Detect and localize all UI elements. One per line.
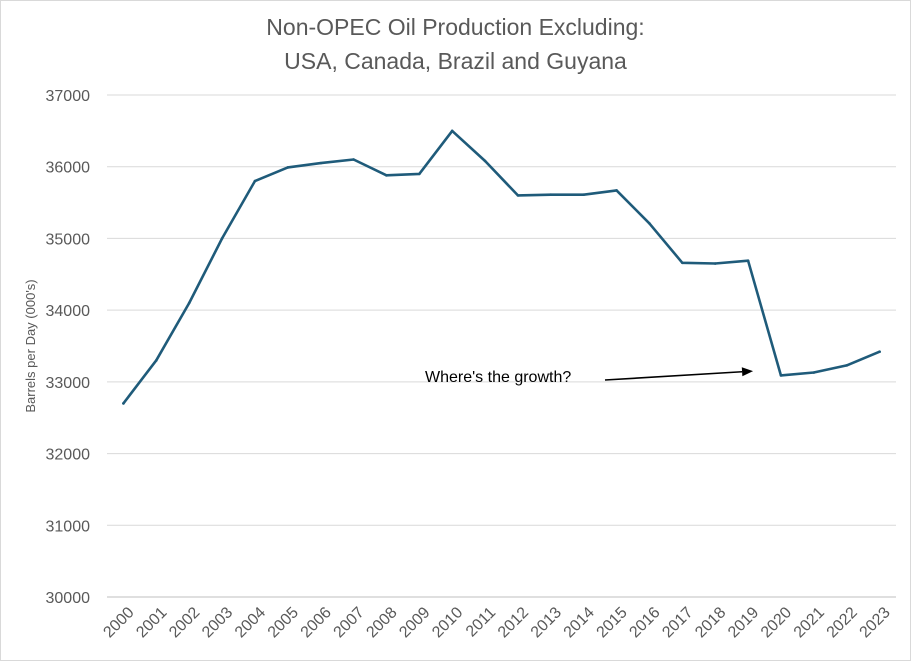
x-tick-label: 2017	[659, 604, 696, 641]
x-tick-label: 2000	[100, 604, 137, 641]
annotation-arrow	[604, 370, 743, 381]
y-tick-label: 36000	[46, 160, 91, 177]
y-tick-label: 37000	[46, 88, 91, 105]
x-tick-label: 2003	[199, 604, 236, 641]
x-tick-label: 2008	[363, 604, 400, 641]
data-point	[483, 159, 487, 163]
x-tick-label: 2020	[758, 604, 795, 641]
data-point	[122, 402, 125, 405]
chart-title-line-2: USA, Canada, Brazil and Guyana	[284, 48, 627, 74]
data-point	[187, 301, 191, 305]
x-tick-label: 2006	[298, 604, 335, 641]
x-tick-label: 2011	[463, 604, 499, 640]
x-tick-label: 2004	[232, 604, 269, 641]
y-tick-label: 31000	[46, 518, 91, 535]
x-tick-label: 2001	[133, 604, 170, 641]
data-point	[779, 374, 783, 377]
data-point	[812, 371, 816, 374]
data-point	[713, 262, 717, 265]
data-point	[253, 179, 257, 183]
chart-title: Non-OPEC Oil Production Excluding: USA, …	[0, 10, 911, 78]
data-point	[352, 158, 355, 161]
data-point	[648, 222, 651, 225]
data-points	[122, 129, 881, 405]
x-tick-label: 2012	[495, 604, 532, 641]
data-point	[516, 194, 520, 197]
data-point	[845, 364, 848, 367]
y-tick-label: 30000	[46, 590, 91, 607]
chart-title-line-1: Non-OPEC Oil Production Excluding:	[266, 14, 645, 40]
data-point	[286, 166, 290, 169]
series-line	[122, 129, 881, 405]
data-point	[746, 259, 750, 262]
data-point	[582, 193, 585, 196]
x-tick-label: 2014	[561, 604, 598, 641]
x-tick-label: 2005	[265, 604, 302, 641]
gridlines	[107, 94, 896, 598]
y-axis-label: Barrels per Day (000's)	[23, 279, 38, 412]
data-point	[155, 359, 158, 362]
x-tick-label: 2010	[429, 604, 466, 641]
x-tick-label: 2016	[626, 604, 663, 641]
x-tick-label: 2013	[528, 604, 565, 641]
data-point	[681, 261, 684, 265]
x-tick-label: 2022	[824, 604, 861, 641]
data-point	[385, 174, 388, 177]
x-tick-label: 2021	[791, 604, 828, 641]
y-tick-label: 35000	[46, 231, 91, 248]
data-point	[615, 189, 618, 192]
x-tick-label: 2019	[725, 604, 762, 641]
data-point	[220, 237, 224, 240]
x-tick-label: 2023	[857, 604, 894, 641]
y-tick-label: 34000	[46, 303, 91, 320]
x-tick-labels: 2000200120022003200420052006200720082009…	[100, 604, 893, 641]
x-tick-label: 2015	[594, 604, 631, 641]
annotation: Where's the growth?	[425, 367, 754, 386]
x-tick-label: 2018	[692, 604, 729, 641]
data-point	[549, 193, 553, 196]
y-tick-labels: 30000 31000 32000 33000 34000 35000 36000 37000	[46, 88, 91, 607]
annotation-text: Where's the growth?	[425, 369, 571, 386]
x-tick-label: 2007	[331, 604, 368, 641]
data-point	[319, 161, 322, 165]
data-point	[450, 129, 454, 133]
x-tick-label: 2002	[166, 604, 203, 641]
x-tick-label: 2009	[396, 604, 433, 641]
data-point	[418, 172, 421, 176]
annotation-arrowhead	[741, 367, 754, 377]
data-point	[878, 350, 881, 354]
y-tick-label: 32000	[46, 447, 91, 464]
y-tick-label: 33000	[46, 375, 91, 392]
